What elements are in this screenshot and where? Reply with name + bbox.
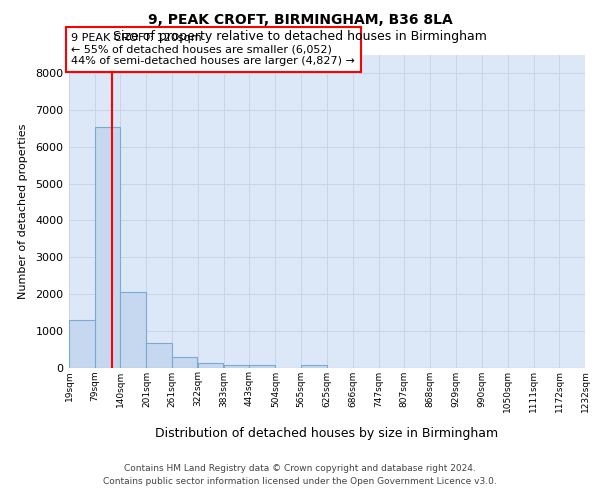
Bar bbox=[224, 365, 250, 368]
Text: 9, PEAK CROFT, BIRMINGHAM, B36 8LA: 9, PEAK CROFT, BIRMINGHAM, B36 8LA bbox=[148, 12, 452, 26]
Bar bbox=[198, 363, 223, 368]
Text: Distribution of detached houses by size in Birmingham: Distribution of detached houses by size … bbox=[155, 428, 499, 440]
Bar bbox=[301, 365, 327, 368]
Bar bbox=[121, 292, 146, 368]
Bar bbox=[95, 126, 120, 368]
Bar bbox=[250, 366, 275, 368]
Bar bbox=[172, 357, 197, 368]
Text: Contains public sector information licensed under the Open Government Licence v3: Contains public sector information licen… bbox=[103, 477, 497, 486]
Text: 9 PEAK CROFT: 120sqm
← 55% of detached houses are smaller (6,052)
44% of semi-de: 9 PEAK CROFT: 120sqm ← 55% of detached h… bbox=[71, 33, 355, 66]
Text: Size of property relative to detached houses in Birmingham: Size of property relative to detached ho… bbox=[113, 30, 487, 43]
Y-axis label: Number of detached properties: Number of detached properties bbox=[19, 124, 28, 299]
Bar bbox=[69, 320, 95, 368]
Text: Contains HM Land Registry data © Crown copyright and database right 2024.: Contains HM Land Registry data © Crown c… bbox=[124, 464, 476, 473]
Bar bbox=[146, 343, 172, 367]
